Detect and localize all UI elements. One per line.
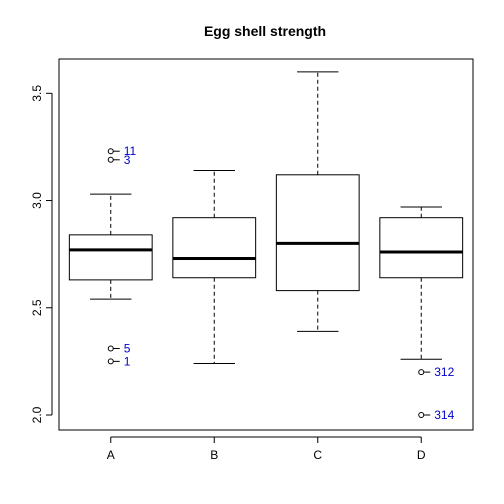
x-tick-label: B bbox=[210, 448, 218, 462]
outlier-1: 1 bbox=[107, 354, 131, 368]
box-D bbox=[379, 206, 464, 360]
y-axis: 2.0 2.5 3.0 3.5 bbox=[30, 85, 53, 423]
outlier-label: 312 bbox=[434, 365, 454, 379]
iqr-box bbox=[379, 217, 464, 279]
outlier-label: 314 bbox=[434, 408, 454, 422]
box-C bbox=[275, 71, 360, 332]
outlier-point bbox=[107, 358, 114, 365]
iqr-box bbox=[68, 234, 153, 281]
outlier-5: 5 bbox=[107, 342, 131, 356]
x-axis: A B C D bbox=[107, 436, 426, 462]
y-tick-label: 2.5 bbox=[30, 299, 44, 316]
outlier-point bbox=[418, 411, 425, 418]
outlier-label: 5 bbox=[124, 342, 131, 356]
outlier-314: 314 bbox=[418, 408, 455, 422]
outlier-point bbox=[418, 369, 425, 376]
outlier-3: 3 bbox=[107, 153, 131, 167]
x-tick-label: A bbox=[107, 448, 115, 462]
boxes bbox=[68, 71, 464, 365]
outlier-point bbox=[107, 148, 114, 155]
box-A bbox=[68, 193, 153, 300]
iqr-box bbox=[172, 217, 257, 279]
outlier-label: 11 bbox=[124, 144, 137, 158]
y-tick-label: 3.0 bbox=[30, 192, 44, 209]
outlier-label: 3 bbox=[124, 153, 131, 167]
chart-title: Egg shell strength bbox=[204, 23, 326, 39]
outliers: 113 51 312 314 bbox=[107, 144, 455, 422]
box-B bbox=[172, 170, 257, 365]
y-tick-label: 3.5 bbox=[30, 85, 44, 102]
y-tick-label: 2.0 bbox=[30, 406, 44, 423]
outlier-point bbox=[107, 156, 114, 163]
outlier-11: 11 bbox=[107, 144, 137, 158]
iqr-box bbox=[275, 174, 360, 292]
outlier-point bbox=[107, 345, 114, 352]
x-tick-label: D bbox=[417, 448, 426, 462]
x-tick-label: C bbox=[313, 448, 322, 462]
outlier-312: 312 bbox=[418, 365, 455, 379]
outlier-label: 1 bbox=[124, 354, 131, 368]
plot-frame bbox=[58, 58, 474, 431]
